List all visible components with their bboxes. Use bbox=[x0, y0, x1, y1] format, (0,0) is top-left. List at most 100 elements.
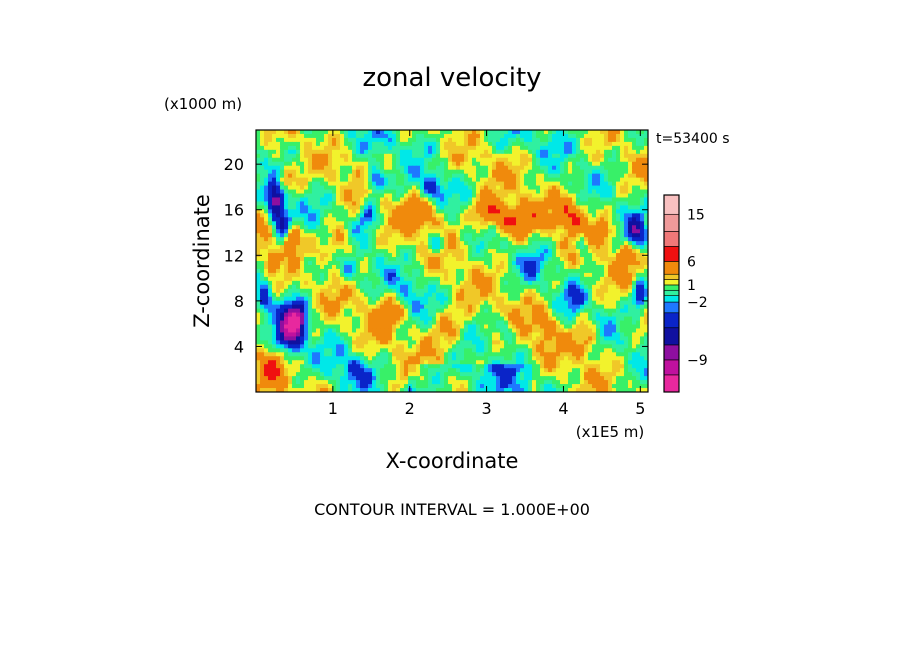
heatmap-cell bbox=[500, 296, 505, 302]
heatmap-cell bbox=[328, 300, 333, 306]
heatmap-cell bbox=[548, 316, 553, 322]
heatmap-cell bbox=[352, 181, 357, 187]
heatmap-cell bbox=[508, 161, 513, 167]
heatmap-cell bbox=[544, 221, 549, 226]
heatmap-cell bbox=[272, 225, 277, 230]
heatmap-cell bbox=[376, 304, 381, 310]
heatmap-cell bbox=[608, 161, 613, 167]
heatmap-cell bbox=[488, 169, 493, 175]
heatmap-cell bbox=[628, 284, 633, 290]
heatmap-cell bbox=[500, 280, 505, 286]
heatmap-cell bbox=[328, 209, 333, 214]
heatmap-cell bbox=[580, 181, 585, 187]
heatmap-cell bbox=[588, 272, 593, 278]
heatmap-cell bbox=[572, 177, 577, 183]
heatmap-cell bbox=[608, 300, 613, 306]
heatmap-cell bbox=[380, 157, 385, 163]
heatmap-cell bbox=[280, 181, 285, 187]
heatmap-cell bbox=[564, 253, 569, 258]
heatmap-cell bbox=[432, 201, 437, 207]
heatmap-cell bbox=[384, 296, 389, 302]
heatmap-cell bbox=[476, 145, 481, 151]
heatmap-cell bbox=[492, 308, 497, 314]
heatmap-cell bbox=[440, 189, 445, 195]
heatmap-cell bbox=[332, 173, 337, 179]
heatmap-cell bbox=[408, 328, 413, 334]
heatmap-cell bbox=[444, 237, 449, 242]
heatmap-cell bbox=[384, 241, 389, 246]
heatmap-cell bbox=[548, 221, 553, 226]
heatmap-cell bbox=[628, 165, 633, 171]
heatmap-cell bbox=[644, 324, 648, 330]
heatmap-cell bbox=[496, 300, 501, 306]
heatmap-cell bbox=[600, 233, 605, 238]
heatmap-cell bbox=[336, 157, 341, 163]
heatmap-cell bbox=[348, 225, 353, 230]
heatmap-cell bbox=[520, 241, 525, 246]
heatmap-cell bbox=[444, 217, 449, 222]
heatmap-cell bbox=[380, 284, 385, 290]
heatmap-cell bbox=[556, 133, 561, 139]
heatmap-cell bbox=[396, 328, 401, 334]
heatmap-cell bbox=[292, 292, 297, 298]
heatmap-cell bbox=[388, 288, 393, 294]
heatmap-cell bbox=[552, 189, 557, 195]
heatmap-cell bbox=[564, 308, 569, 314]
heatmap-cell bbox=[564, 149, 569, 155]
heatmap-cell bbox=[412, 253, 417, 258]
heatmap-cell bbox=[392, 308, 397, 314]
heatmap-cell bbox=[284, 213, 289, 218]
heatmap-cell bbox=[328, 296, 333, 302]
heatmap-cell bbox=[504, 189, 509, 195]
heatmap-cell bbox=[388, 233, 393, 238]
heatmap-cell bbox=[596, 153, 601, 159]
heatmap-cell bbox=[468, 324, 473, 330]
heatmap-cell bbox=[264, 308, 269, 314]
heatmap-cell bbox=[384, 181, 389, 187]
heatmap-cell bbox=[556, 205, 561, 210]
heatmap-cell bbox=[440, 177, 445, 183]
heatmap-cell bbox=[632, 157, 637, 163]
heatmap-cell bbox=[580, 217, 585, 222]
heatmap-cell bbox=[640, 280, 645, 286]
heatmap-cell bbox=[440, 276, 445, 282]
heatmap-cell bbox=[288, 225, 293, 230]
heatmap-cell bbox=[588, 149, 593, 155]
heatmap-cell bbox=[560, 145, 565, 151]
heatmap-cell bbox=[564, 245, 569, 250]
heatmap-cell bbox=[496, 312, 501, 318]
heatmap-cell bbox=[300, 201, 305, 207]
heatmap-cell bbox=[364, 229, 369, 234]
heatmap-cell bbox=[568, 153, 573, 159]
heatmap-cell bbox=[568, 276, 573, 282]
heatmap-cell bbox=[368, 161, 373, 167]
heatmap-cell bbox=[308, 157, 313, 163]
heatmap-cell bbox=[532, 153, 537, 159]
heatmap-cell bbox=[324, 257, 329, 262]
heatmap-cell bbox=[328, 225, 333, 230]
heatmap-cell bbox=[452, 173, 457, 179]
heatmap-cell bbox=[612, 161, 617, 167]
heatmap-cell bbox=[540, 141, 545, 147]
heatmap-cell bbox=[308, 237, 313, 242]
heatmap-cell bbox=[644, 300, 648, 306]
heatmap-cell bbox=[320, 292, 325, 298]
heatmap-cell bbox=[264, 300, 269, 306]
heatmap-cell bbox=[340, 145, 345, 151]
heatmap-cell bbox=[548, 284, 553, 290]
heatmap-cell bbox=[364, 280, 369, 286]
heatmap-cell bbox=[636, 229, 641, 234]
heatmap-cell bbox=[640, 324, 645, 330]
heatmap-cell bbox=[524, 300, 529, 306]
heatmap-cell bbox=[268, 165, 273, 171]
heatmap-cell bbox=[504, 205, 509, 210]
heatmap-cell bbox=[572, 237, 577, 242]
heatmap-cell bbox=[468, 153, 473, 159]
heatmap-cell bbox=[360, 328, 365, 334]
heatmap-cell bbox=[512, 276, 517, 282]
heatmap-cell bbox=[300, 324, 305, 330]
heatmap-cell bbox=[584, 233, 589, 238]
heatmap-cell bbox=[492, 253, 497, 258]
heatmap-cell bbox=[636, 241, 641, 246]
heatmap-cell bbox=[592, 324, 597, 330]
